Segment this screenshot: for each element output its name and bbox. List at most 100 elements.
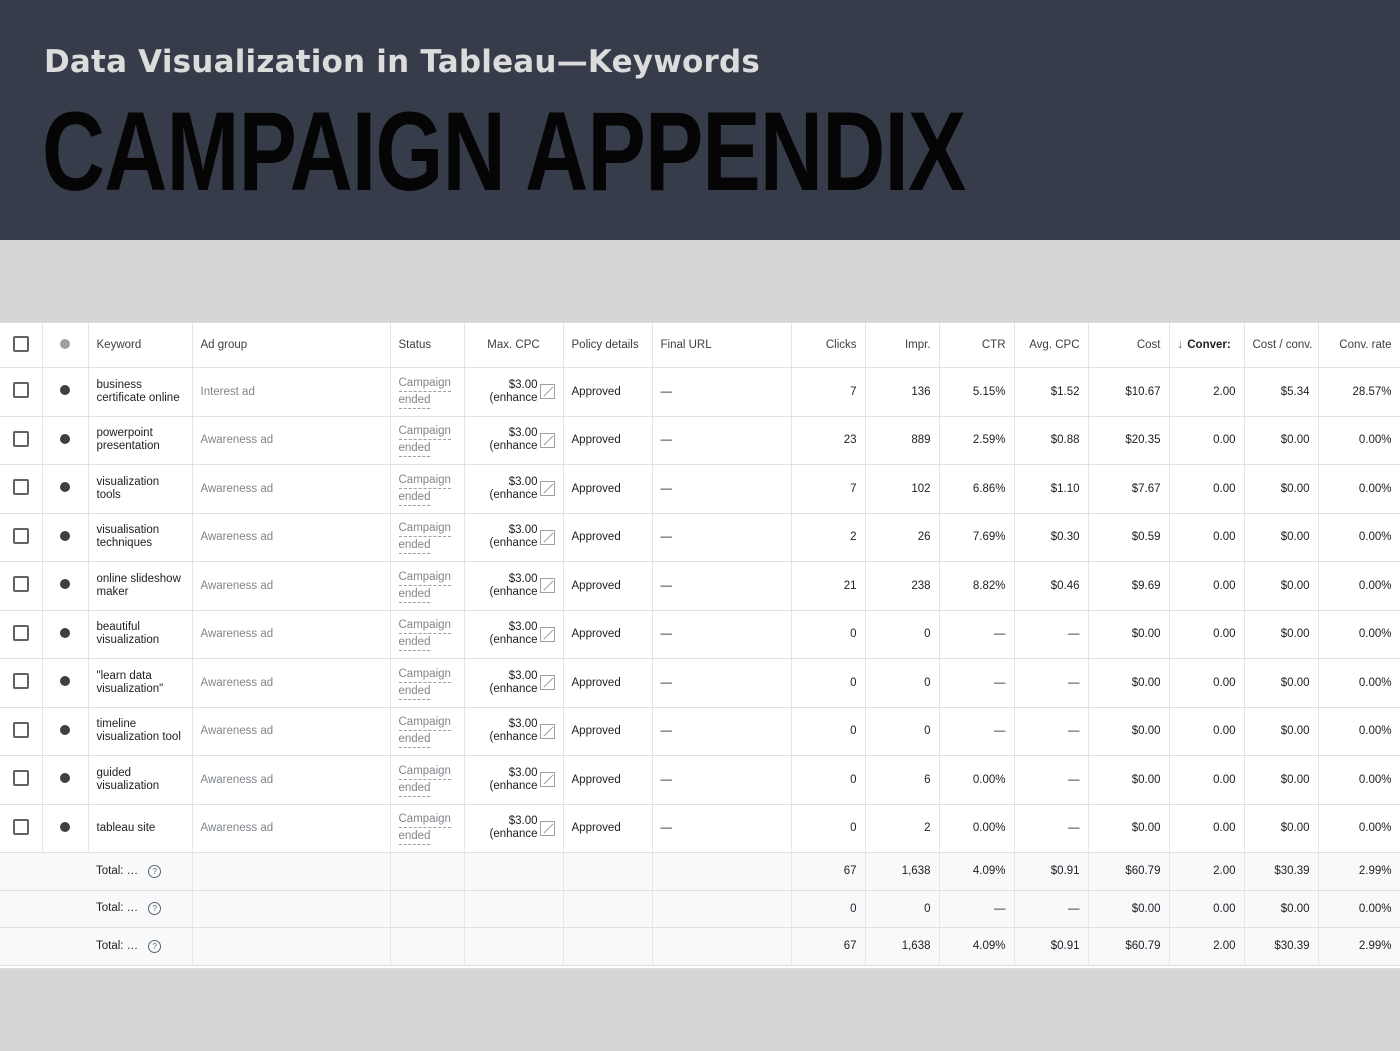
table-row[interactable]: timeline visualization tool Awareness ad C… [0,707,1400,756]
policy-cell[interactable]: Approved [563,658,653,708]
policy-cell[interactable]: Approved [563,707,653,756]
status-line-2[interactable]: ended [398,392,431,409]
final-url-cell[interactable]: — [652,561,792,611]
status-cell[interactable]: Campaign ended [390,367,465,417]
final-url-cell[interactable]: — [652,610,792,659]
row-checkbox[interactable] [12,576,29,593]
column-header-keyword[interactable]: Keyword [88,323,193,368]
row-checkbox[interactable] [12,624,29,641]
table-row[interactable]: business certificate online Interest ad Ca… [0,367,1400,417]
max-cpc-cell[interactable]: $3.00 (enhance [464,755,564,805]
bid-strategy-chart-icon[interactable] [539,723,555,739]
keyword-text[interactable]: beautiful visualization [96,621,160,647]
max-cpc-cell[interactable]: $3.00 (enhance [464,416,564,465]
row-checkbox[interactable] [12,382,29,399]
row-checkbox[interactable] [12,479,29,496]
bid-strategy-chart-icon[interactable] [539,675,555,691]
table-row[interactable]: guided visualization Awareness ad Campaign… [0,755,1400,805]
max-cpc-cell[interactable]: $3.00 (enhance [464,513,564,562]
keyword-cell[interactable]: visualization tools [88,464,193,514]
status-line-2[interactable]: ended [398,731,431,749]
table-row[interactable]: powerpoint presentation Awareness ad Campa… [0,416,1400,465]
select-all-checkbox[interactable] [12,335,29,352]
keyword-cell[interactable]: powerpoint presentation [88,416,193,465]
status-cell[interactable]: Campaign ended [390,513,465,562]
status-line-1[interactable]: Campaign [398,472,451,489]
max-cpc-cell[interactable]: $3.00 (enhance [464,658,564,708]
policy-cell[interactable]: Approved [563,755,653,805]
ad-group-cell[interactable]: Awareness ad [192,513,391,562]
status-cell[interactable]: Campaign ended [390,804,465,853]
status-line-1[interactable]: Campaign [398,763,451,780]
column-header-cost-per-conv[interactable]: Cost / conv. [1244,323,1319,368]
policy-cell[interactable]: Approved [563,804,653,853]
bid-strategy-chart-icon[interactable] [539,481,555,497]
status-cell[interactable]: Campaign ended [390,464,465,514]
status-line-2[interactable]: ended [398,828,431,846]
status-line-1[interactable]: Campaign [398,520,451,538]
status-line-2[interactable]: ended [398,440,431,458]
keyword-cell[interactable]: timeline visualization tool [88,707,193,756]
table-row[interactable]: "learn data visualization" Awareness ad Ca… [0,658,1400,708]
final-url-cell[interactable]: — [652,755,792,805]
max-cpc-cell[interactable]: $3.00 (enhance [464,367,564,417]
row-checkbox[interactable] [12,770,29,787]
keyword-text[interactable]: guided visualization [96,766,160,792]
table-row[interactable]: beautiful visualization Awareness ad Campa… [0,610,1400,659]
keyword-text[interactable]: powerpoint presentation [96,427,160,453]
policy-cell[interactable]: Approved [563,561,653,611]
status-cell[interactable]: Campaign ended [390,755,465,805]
row-checkbox[interactable] [12,818,29,835]
status-cell[interactable]: Campaign ended [390,658,465,708]
status-line-2[interactable]: ended [398,683,431,700]
final-url-cell[interactable]: — [652,658,792,708]
keyword-text[interactable]: timeline visualization tool [96,718,181,744]
keyword-cell[interactable]: online slideshow maker [88,561,193,611]
table-row[interactable]: online slideshow maker Awareness ad Campai… [0,561,1400,611]
column-header-clicks[interactable]: Clicks [791,323,866,368]
keyword-cell[interactable]: guided visualization [88,755,193,805]
status-cell[interactable]: Campaign ended [390,416,465,465]
column-header-cost[interactable]: Cost [1088,323,1170,368]
keyword-cell[interactable]: "learn data visualization" [88,658,193,708]
column-header-conversions[interactable]: ↓ Conver: [1169,323,1245,368]
column-header-ctr[interactable]: CTR [939,323,1015,368]
bid-strategy-chart-icon[interactable] [539,578,555,594]
status-line-1[interactable]: Campaign [398,617,451,635]
row-checkbox[interactable] [12,673,29,690]
max-cpc-cell[interactable]: $3.00 (enhance [464,610,564,659]
ad-group-cell[interactable]: Awareness ad [192,610,391,659]
keyword-cell[interactable]: business certificate online [88,367,193,417]
status-cell[interactable]: Campaign ended [390,707,465,756]
column-header-avg-cpc[interactable]: Avg. CPC [1014,323,1089,368]
column-header-max-cpc[interactable]: Max. CPC [464,323,564,368]
keyword-text[interactable]: visualization tools [96,475,160,501]
max-cpc-cell[interactable]: $3.00 (enhance [464,464,564,514]
help-icon[interactable]: ? [148,864,162,878]
final-url-cell[interactable]: — [652,367,792,417]
max-cpc-cell[interactable]: $3.00 (enhance [464,561,564,611]
ad-group-cell[interactable]: Awareness ad [192,755,391,805]
status-cell[interactable]: Campaign ended [390,561,465,611]
ad-group-cell[interactable]: Awareness ad [192,658,391,708]
bid-strategy-chart-icon[interactable] [539,772,555,788]
column-header-conv-rate[interactable]: Conv. rate [1318,323,1400,368]
column-header-impr[interactable]: Impr. [865,323,940,368]
final-url-cell[interactable]: — [652,416,792,465]
status-line-2[interactable]: ended [398,489,431,506]
final-url-cell[interactable]: — [652,464,792,514]
status-line-1[interactable]: Campaign [398,666,451,683]
table-row[interactable]: visualisation techniques Awareness ad Camp… [0,513,1400,562]
final-url-cell[interactable]: — [652,707,792,756]
policy-cell[interactable]: Approved [563,367,653,417]
keyword-text[interactable]: visualisation techniques [96,524,160,550]
bid-strategy-chart-icon[interactable] [539,820,555,836]
help-icon[interactable]: ? [148,939,162,953]
status-line-2[interactable]: ended [398,537,431,555]
keyword-text[interactable]: tableau site [96,821,156,834]
max-cpc-cell[interactable]: $3.00 (enhance [464,804,564,853]
max-cpc-cell[interactable]: $3.00 (enhance [464,707,564,756]
keyword-text[interactable]: "learn data visualization" [96,669,164,695]
status-line-2[interactable]: ended [398,634,431,652]
row-checkbox[interactable] [12,527,29,544]
